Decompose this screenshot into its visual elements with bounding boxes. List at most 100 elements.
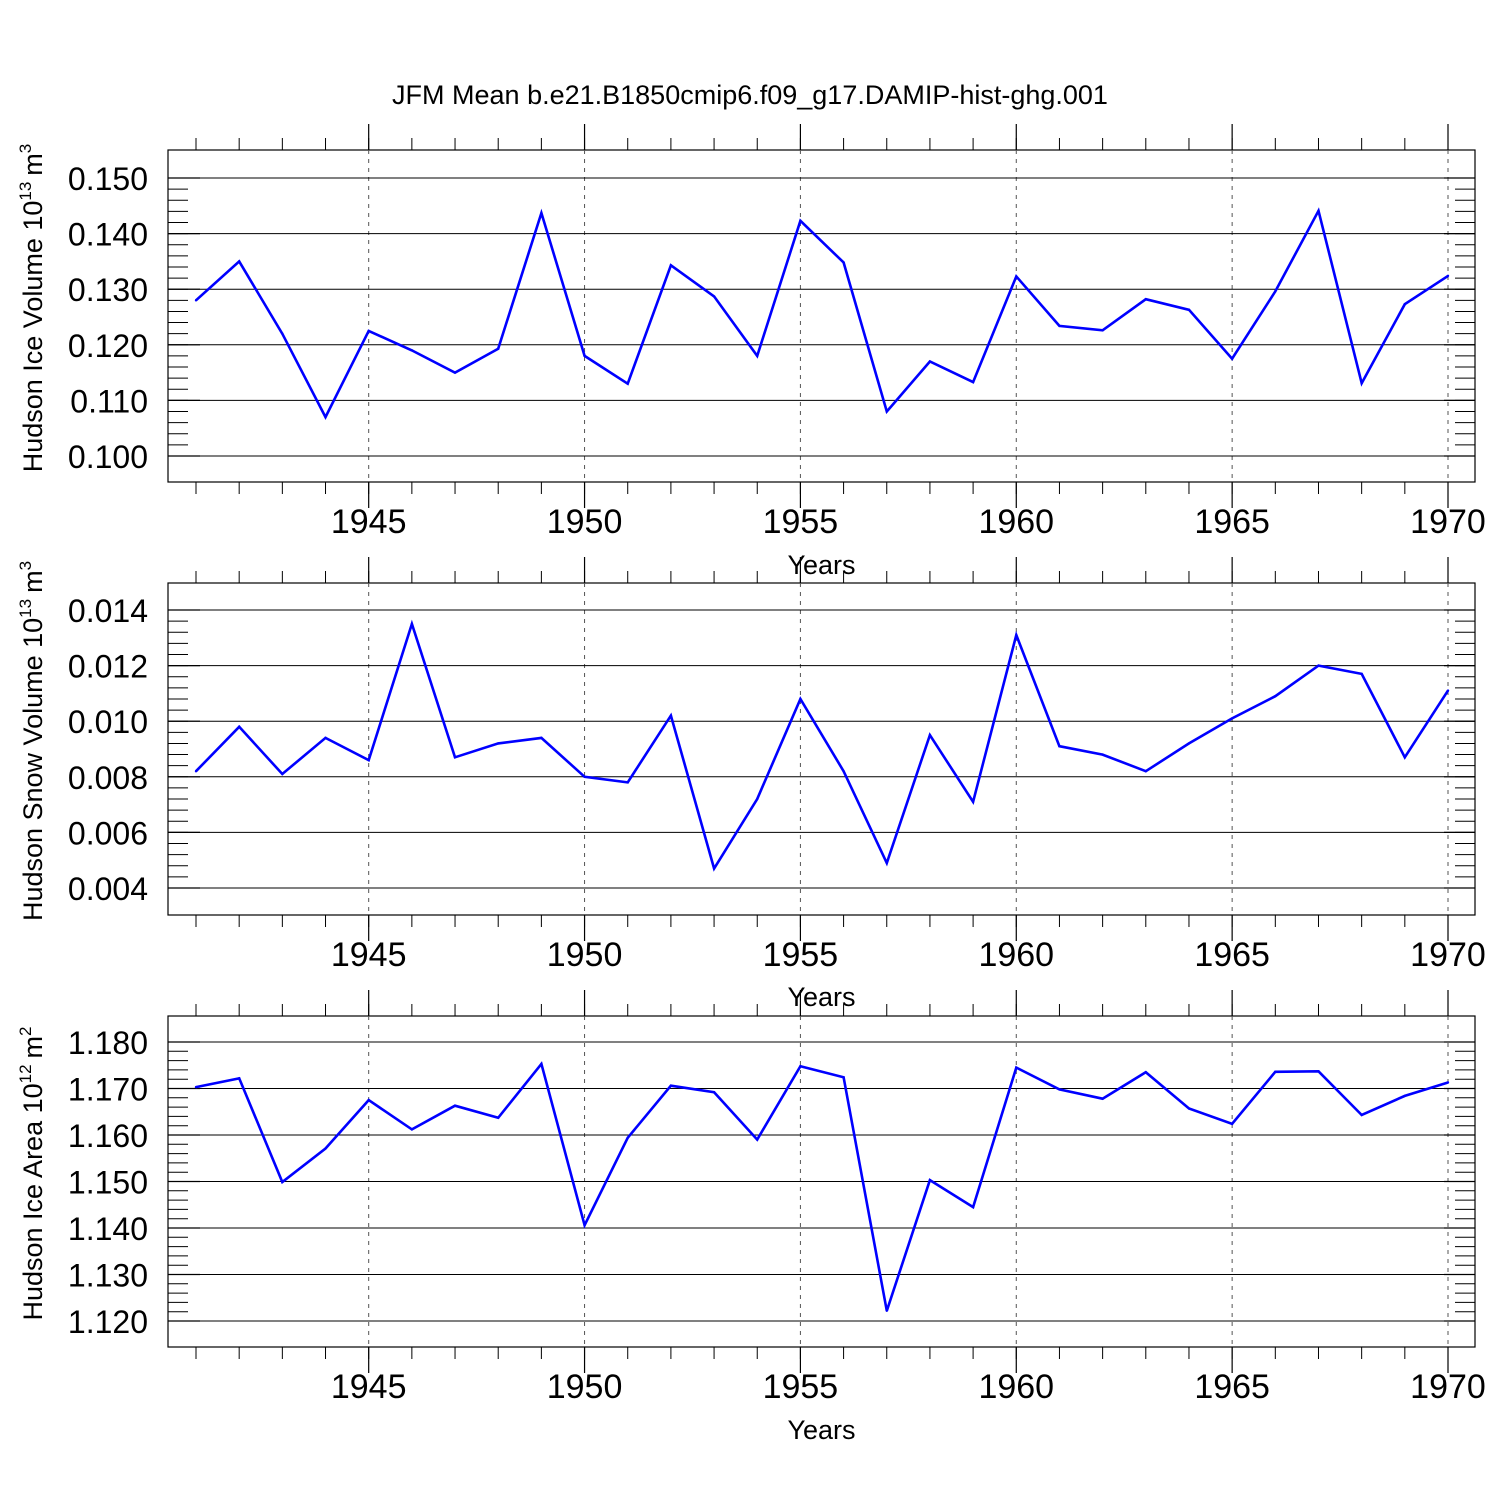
x-tick-label: 1950 [547,503,623,541]
data-point [1015,1066,1018,1069]
data-point [842,770,845,773]
x-tick-label: 1970 [1410,1368,1486,1406]
data-point [324,1147,327,1150]
y-axis-title-main: Hudson Ice Area 10 [18,1083,48,1320]
x-tick-label: 1950 [547,936,623,974]
y-tick-label: 0.100 [68,439,148,475]
data-point [626,781,629,784]
data-point [799,219,802,223]
data-point [1144,1071,1147,1074]
data-point [540,736,543,740]
data-point [756,1138,759,1141]
plot-frame [167,149,1476,483]
data-point [1101,1097,1104,1100]
y-axis-title-unit: m [18,1036,48,1059]
data-point [971,380,975,384]
y-tick-label: 0.008 [68,760,148,796]
y-axis-title-exponent: 12 [16,1064,35,1083]
y-axis-title-unit-exponent: 3 [16,561,35,570]
x-tick-label: 1960 [978,503,1054,541]
data-point [1274,1070,1277,1073]
data-point [1187,742,1191,745]
data-point [1360,672,1363,676]
data-point [799,697,802,701]
data-point [669,714,673,717]
data-point [281,1180,284,1184]
data-point [367,1098,370,1102]
data-point [1360,1113,1363,1117]
data-point [885,861,888,865]
x-tick-label: 1955 [763,936,839,974]
x-axis-title: Years [787,550,855,580]
series-line [195,207,1449,420]
x-tick-label: 1955 [763,503,839,541]
data-point [1101,753,1104,756]
x-tick-label: 1970 [1410,936,1486,974]
data-point [281,772,284,776]
y-axis-title-unit-exponent: 3 [16,144,35,153]
data-point [1015,275,1018,278]
data-point [1230,717,1234,720]
data-point [367,758,370,762]
data-point [497,742,500,745]
x-tick-label: 1965 [1194,1368,1270,1406]
chart-panel-2: 1945 1950 1955 1960 1965 1970 0.004 0.006 0.008 0… [16,557,1486,1012]
data-point [1317,209,1320,213]
data-point [712,1091,716,1094]
x-tick-label: 1965 [1194,503,1270,541]
y-axis-title-main: Hudson Ice Volume 10 [18,201,48,473]
y-axis-title-main: Hudson Snow Volume 10 [18,618,48,921]
y-axis-title: Hudson Ice Volume 1013 m3 [16,144,48,473]
data-point [281,332,284,335]
plot-frame [167,582,1476,916]
data-point [928,733,932,737]
data-point [1317,1070,1320,1073]
x-tick-label: 1945 [331,503,407,541]
y-tick-label: 0.110 [70,383,148,419]
data-point [453,1104,457,1107]
data-point [1187,308,1191,311]
y-tick-label: 0.012 [68,649,148,685]
data-point [1446,1081,1450,1084]
y-axis-title: Hudson Ice Area 1012 m2 [16,1026,48,1320]
x-tick-label: 1945 [331,1368,407,1406]
data-point [712,295,716,298]
data-point [1317,664,1320,667]
x-tick-label: 1945 [331,936,407,974]
data-point [842,261,845,264]
y-tick-label: 1.180 [68,1025,148,1061]
data-point [1187,1107,1191,1110]
data-point [194,770,198,773]
y-tick-label: 0.150 [68,161,148,197]
data-point [756,797,759,801]
data-point [1144,770,1147,773]
data-point [1101,329,1104,332]
data-point [1274,290,1277,293]
data-point [1230,1122,1234,1126]
data-point [324,415,327,419]
y-tick-label: 0.004 [68,871,148,907]
x-tick-label: 1970 [1410,503,1486,541]
data-point [583,775,586,778]
data-point [497,347,500,350]
x-axis-title: Years [787,982,855,1012]
data-point [1403,303,1407,306]
data-point [410,349,414,352]
data-point [237,260,241,263]
x-tick-label: 1960 [978,936,1054,974]
series-line [195,619,1450,872]
data-point [194,299,198,302]
data-point [756,354,759,358]
y-tick-label: 1.130 [68,1258,148,1294]
data-point [1403,1094,1407,1098]
y-tick-label: 1.160 [68,1118,148,1154]
y-tick-label: 1.120 [68,1304,148,1340]
y-tick-label: 1.170 [68,1072,148,1108]
data-point [928,1178,932,1182]
data-point [540,1062,543,1066]
y-axis-title-unit: m [18,570,48,593]
y-tick-label: 0.014 [68,593,148,629]
data-point [410,1128,414,1131]
